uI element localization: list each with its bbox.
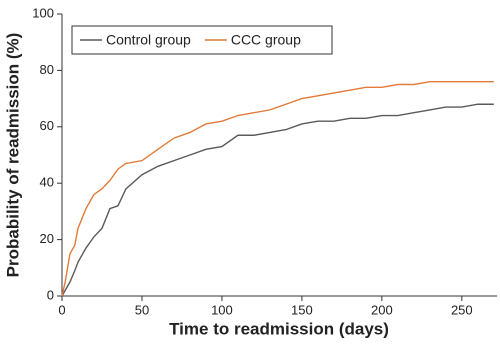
x-axis-title: Time to readmission (days) [169, 319, 389, 338]
x-tick-label: 100 [211, 302, 233, 317]
y-tick-label: 100 [32, 5, 54, 20]
y-axis-title: Probability of readmission (%) [3, 33, 22, 278]
x-tick-label: 200 [371, 302, 393, 317]
y-tick-label: 0 [47, 287, 54, 302]
x-tick-label: 250 [451, 302, 473, 317]
x-tick-label: 0 [58, 302, 65, 317]
legend: Control group CCC group [71, 25, 333, 55]
x-tick-label: 50 [135, 302, 149, 317]
y-tick-label: 20 [40, 231, 54, 246]
x-tick-label: 150 [291, 302, 313, 317]
y-tick-label: 60 [40, 118, 54, 133]
y-tick-label: 40 [40, 175, 54, 190]
series-line [61, 80, 494, 297]
legend-box [71, 25, 333, 55]
y-tick-label: 80 [40, 62, 54, 77]
legend-label: CCC group [231, 32, 301, 48]
series-line [61, 103, 494, 297]
legend-label: Control group [106, 32, 191, 48]
